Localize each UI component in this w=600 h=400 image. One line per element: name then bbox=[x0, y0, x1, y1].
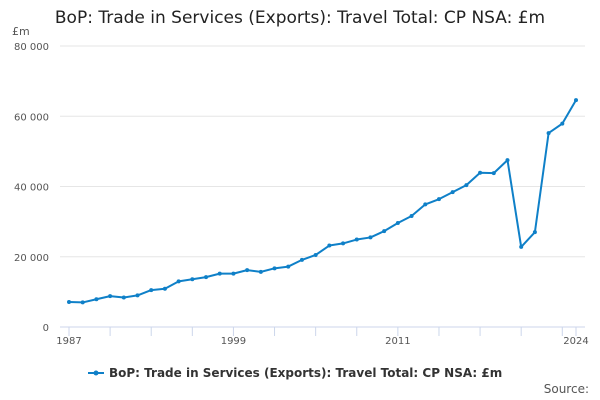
y-tick-label: 80 000 bbox=[14, 42, 49, 53]
data-point bbox=[94, 297, 99, 302]
data-point bbox=[574, 98, 578, 103]
data-point bbox=[341, 241, 346, 246]
y-tick-label: 0 bbox=[43, 323, 49, 334]
data-point bbox=[190, 277, 195, 282]
data-point bbox=[368, 235, 373, 240]
y-tick-label: 40 000 bbox=[14, 183, 49, 194]
data-point bbox=[354, 237, 359, 242]
data-point bbox=[450, 190, 455, 195]
data-point bbox=[560, 121, 565, 126]
legend-marker bbox=[93, 370, 99, 376]
x-tick-label: 1999 bbox=[221, 336, 246, 347]
data-point bbox=[409, 214, 414, 219]
legend-label: BoP: Trade in Services (Exports): Travel… bbox=[109, 366, 502, 380]
data-point bbox=[395, 221, 400, 226]
data-point bbox=[478, 170, 483, 175]
data-point bbox=[532, 230, 537, 235]
y-axis-unit: £m bbox=[12, 25, 30, 38]
data-point bbox=[491, 171, 496, 176]
data-point bbox=[519, 244, 524, 249]
x-tick-label: 2011 bbox=[385, 336, 410, 347]
data-point bbox=[80, 300, 85, 305]
chart-title: BoP: Trade in Services (Exports): Travel… bbox=[54, 8, 546, 28]
data-point bbox=[135, 293, 140, 298]
source-label: Source: bbox=[543, 382, 589, 396]
data-point bbox=[108, 294, 113, 299]
data-point bbox=[436, 197, 441, 202]
data-point bbox=[313, 252, 318, 257]
data-point bbox=[286, 264, 291, 269]
data-point bbox=[327, 243, 332, 248]
data-point bbox=[505, 158, 510, 163]
data-point bbox=[67, 300, 71, 305]
data-point bbox=[245, 268, 250, 273]
y-tick-label: 20 000 bbox=[14, 253, 49, 264]
x-tick-label: 1987 bbox=[56, 336, 81, 347]
data-point bbox=[231, 271, 236, 276]
data-point bbox=[204, 275, 209, 280]
data-point bbox=[272, 266, 277, 271]
data-point bbox=[149, 288, 154, 293]
series-line bbox=[68, 99, 577, 304]
data-point bbox=[176, 279, 181, 284]
data-point bbox=[546, 131, 551, 136]
data-point bbox=[217, 271, 222, 276]
data-point bbox=[299, 257, 304, 262]
data-point bbox=[121, 295, 126, 300]
data-point bbox=[423, 202, 428, 207]
y-tick-label: 60 000 bbox=[14, 112, 49, 123]
data-point bbox=[162, 286, 167, 291]
x-tick-label: 2024 bbox=[563, 336, 588, 347]
data-point bbox=[464, 183, 469, 188]
data-point bbox=[258, 269, 263, 274]
data-point bbox=[382, 229, 387, 234]
